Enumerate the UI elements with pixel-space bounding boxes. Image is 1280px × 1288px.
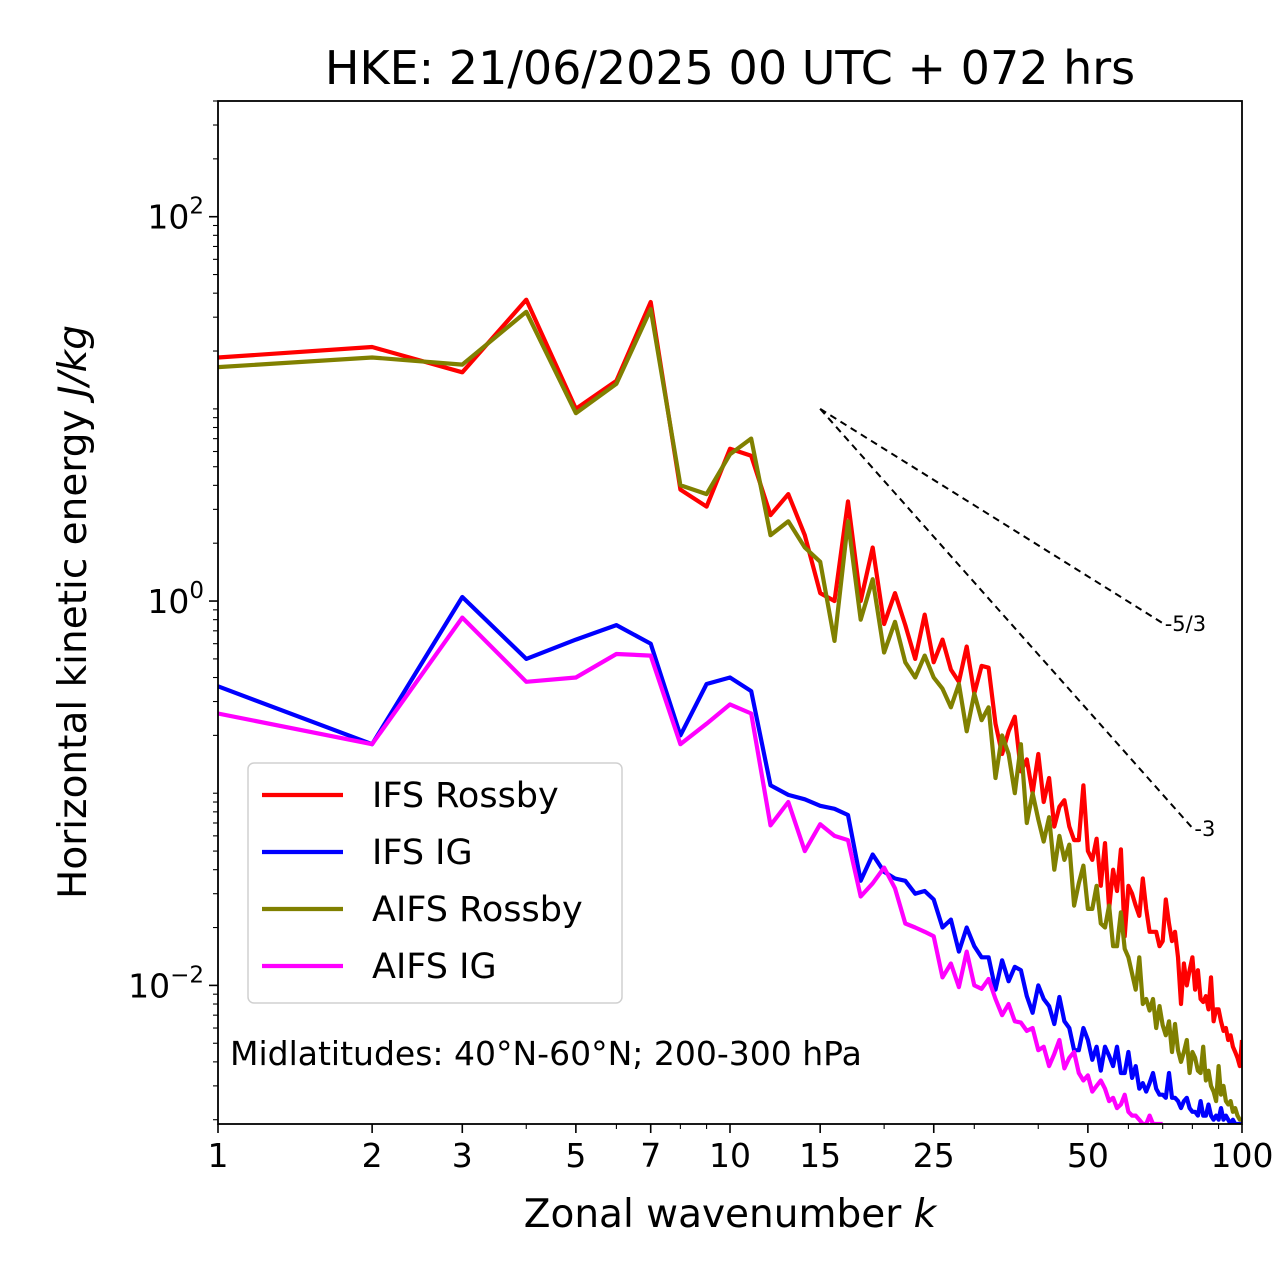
x-tick-label: 25 xyxy=(913,1136,955,1175)
series-line-aifs-rossby xyxy=(218,307,1242,1122)
x-tick-label: 2 xyxy=(362,1136,383,1175)
legend-label-ifs-ig: IFS IG xyxy=(372,833,473,873)
y-axis-ticks: 102 100 10−2 xyxy=(128,100,218,1121)
slope-line-5-3 xyxy=(819,408,1164,625)
series-line-aifs-ig xyxy=(218,615,1163,1124)
slope-label-3: -3 xyxy=(1194,817,1215,841)
y-tick-label: 102 xyxy=(147,194,204,237)
x-tick-label: 3 xyxy=(452,1136,473,1175)
reference-slopes: -5/3 -3 xyxy=(819,408,1215,841)
series-line-ifs-rossby xyxy=(218,297,1242,1069)
x-tick-label: 7 xyxy=(640,1136,661,1175)
legend-box xyxy=(247,762,623,1004)
legend: IFS Rossby IFS IG AIFS Rossby AIFS IG xyxy=(247,762,623,1004)
x-tick-label: 10 xyxy=(709,1136,751,1175)
legend-label-ifs-rossby: IFS Rossby xyxy=(372,776,559,816)
series-line-ifs-ig xyxy=(218,594,1242,1124)
legend-label-aifs-ig: AIFS IG xyxy=(372,947,497,987)
x-tick-label: 50 xyxy=(1067,1136,1109,1175)
y-tick-label: 100 xyxy=(147,578,204,621)
x-axis-label: Zonal wavenumber k xyxy=(524,1192,938,1237)
region-annotation: Midlatitudes: 40°N-60°N; 200-300 hPa xyxy=(230,1034,862,1073)
x-tick-label: 100 xyxy=(1211,1136,1274,1175)
y-axis-label: Horizontal kinetic energy J/kg xyxy=(51,325,96,899)
legend-label-aifs-rossby: AIFS Rossby xyxy=(372,890,583,930)
slope-line-3 xyxy=(819,408,1194,829)
chart-title: HKE: 21/06/2025 00 UTC + 072 hrs xyxy=(325,41,1135,95)
series-layer xyxy=(218,297,1242,1124)
x-tick-label: 1 xyxy=(208,1136,229,1175)
x-tick-label: 5 xyxy=(565,1136,586,1175)
x-tick-label: 15 xyxy=(799,1136,841,1175)
plot-frame xyxy=(217,100,1243,1125)
y-tick-label: 10−2 xyxy=(128,962,204,1005)
x-axis-ticks: 1 2 3 5 7 10 15 25 50 100 xyxy=(208,1124,1274,1175)
slope-label-5-3: -5/3 xyxy=(1165,612,1206,636)
